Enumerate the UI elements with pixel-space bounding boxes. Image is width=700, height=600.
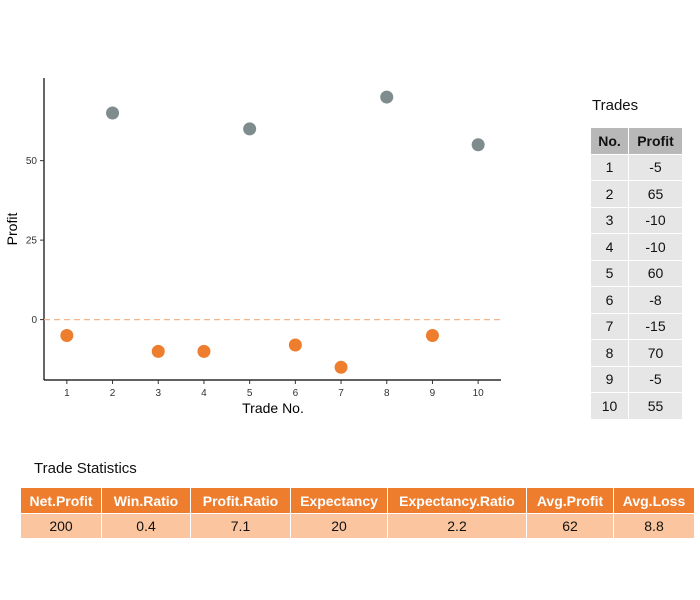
y-axis-title: Profit [4, 213, 20, 246]
stats-value-cell: 200 [21, 514, 102, 538]
stats-value-cell: 20 [291, 514, 388, 538]
stats-value-cell: 2.2 [388, 514, 527, 538]
data-point [151, 344, 165, 358]
trade-profit-cell: -10 [629, 234, 682, 261]
table-row: 7 -15 [591, 313, 682, 340]
data-point [60, 328, 74, 342]
data-point [106, 106, 120, 120]
data-point [380, 90, 394, 104]
stats-title: Trade Statistics [34, 460, 137, 477]
x-tick-label: 4 [201, 388, 207, 399]
stats-column-header: Avg.Profit [527, 488, 614, 514]
x-tick-label: 7 [338, 388, 344, 399]
trade-profit-cell: -15 [629, 313, 682, 340]
data-point [197, 344, 211, 358]
x-tick-label: 9 [430, 388, 436, 399]
trade-number-cell: 4 [591, 234, 629, 261]
column-header-profit: Profit [629, 128, 682, 155]
trade-number-cell: 1 [591, 154, 629, 181]
table-row: 10 55 [591, 393, 682, 420]
table-row: 1 -5 [591, 154, 682, 181]
table-row: 5 60 [591, 260, 682, 287]
column-header-no: No. [591, 128, 629, 155]
trade-profit-cell: -5 [629, 366, 682, 393]
x-tick-label: 1 [64, 388, 70, 399]
trade-profit-cell: 70 [629, 340, 682, 367]
table-row: 3 -10 [591, 207, 682, 234]
table-row: 2 65 [591, 181, 682, 208]
trade-number-cell: 10 [591, 393, 629, 420]
table-row: 9 -5 [591, 366, 682, 393]
trade-number-cell: 5 [591, 260, 629, 287]
x-tick-label: 8 [384, 388, 390, 399]
trade-profit-cell: 65 [629, 181, 682, 208]
trade-profit-cell: -8 [629, 287, 682, 314]
data-point [425, 328, 439, 342]
data-point [243, 122, 257, 136]
stats-value-cell: 62 [527, 514, 614, 538]
table-row: 6 -8 [591, 287, 682, 314]
trade-profit-cell: -5 [629, 154, 682, 181]
plot-marks [60, 90, 485, 374]
trade-number-cell: 6 [591, 287, 629, 314]
trade-profit-cell: 55 [629, 393, 682, 420]
stats-value-row: 200 0.4 7.1 20 2.2 62 8.8 [21, 514, 694, 538]
trade-number-cell: 7 [591, 313, 629, 340]
stats-column-header: Net.Profit [21, 488, 102, 514]
table-row: 8 70 [591, 340, 682, 367]
trade-number-cell: 2 [591, 181, 629, 208]
trade-profit-cell: 60 [629, 260, 682, 287]
x-tick-label: 3 [155, 388, 161, 399]
trades-body: 1 -5 2 65 3 -10 4 -10 5 60 6 -8 7 -15 8 70 9 -5 10 55 [591, 154, 682, 420]
stats-value-cell: 7.1 [191, 514, 291, 538]
trades-table: No. Profit 1 -5 2 65 3 -10 4 -10 5 60 6 -8 7 -15 8 70 9-… [591, 128, 682, 420]
data-point [288, 338, 302, 352]
stats-value-cell: 0.4 [102, 514, 191, 538]
stats-table: Net.Profit Win.Ratio Profit.Ratio Expectanc… [21, 488, 694, 538]
trade-number-cell: 9 [591, 366, 629, 393]
stats-value-cell: 8.8 [614, 514, 694, 538]
trades-title: Trades [592, 97, 639, 114]
y-tick-label: 50 [26, 156, 38, 167]
plot-axes [40, 78, 501, 384]
trade-profit-cell: -10 [629, 207, 682, 234]
stats-column-header: Avg.Loss [614, 488, 694, 514]
trade-number-cell: 3 [591, 207, 629, 234]
plot-tick-labels: 0 25 50 1 2 3 4 5 6 7 8 9 10 [26, 156, 484, 399]
x-tick-label: 10 [473, 388, 485, 399]
scatter-plot: 0 25 50 1 2 3 4 5 6 7 8 9 10 Trade No. Profit [4, 78, 501, 416]
x-axis-title: Trade No. [242, 400, 304, 416]
trade-number-cell: 8 [591, 340, 629, 367]
x-tick-label: 6 [293, 388, 299, 399]
y-tick-label: 25 [26, 236, 38, 247]
y-tick-label: 0 [31, 315, 37, 326]
stats-column-header: Profit.Ratio [191, 488, 291, 514]
table-row: 4 -10 [591, 234, 682, 261]
data-point [334, 360, 348, 374]
stats-column-header: Expectancy.Ratio [388, 488, 527, 514]
trades-header-row: No. Profit [591, 128, 682, 155]
x-tick-label: 2 [110, 388, 116, 399]
data-point [471, 138, 485, 152]
x-tick-label: 5 [247, 388, 253, 399]
stats-column-header: Win.Ratio [102, 488, 191, 514]
stats-header-row: Net.Profit Win.Ratio Profit.Ratio Expectanc… [21, 488, 694, 514]
stats-column-header: Expectancy [291, 488, 388, 514]
